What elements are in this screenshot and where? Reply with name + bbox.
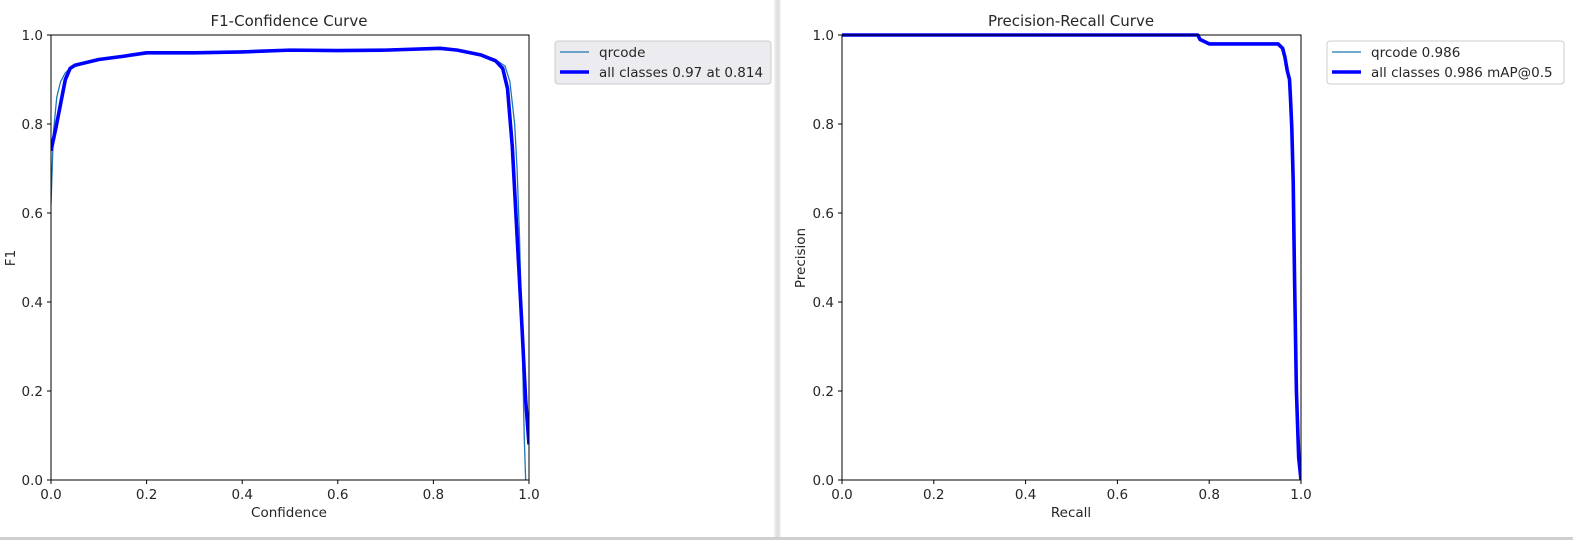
y-tick-label: 1.0 (813, 28, 834, 44)
y-tick-label: 0.6 (813, 206, 834, 222)
panel-divider (774, 0, 781, 540)
x-tick-label: 1.0 (518, 487, 539, 503)
x-tick-label: 0.6 (1107, 487, 1128, 503)
x-tick-label: 0.8 (423, 487, 444, 503)
y-tick-label: 0.0 (22, 473, 43, 489)
y-tick-label: 0.6 (22, 206, 43, 222)
x-tick-label: 0.4 (231, 487, 252, 503)
x-tick-label: 0.6 (327, 487, 348, 503)
y-axis-title: F1 (3, 250, 19, 266)
legend-label: qrcode 0.986 (1371, 45, 1460, 61)
legend-label: all classes 0.986 mAP@0.5 (1371, 65, 1553, 81)
series-line-1 (842, 34, 1301, 481)
legend-box (554, 40, 772, 85)
x-tick-label: 0.2 (136, 487, 157, 503)
y-tick-label: 0.8 (22, 117, 43, 133)
precision-recall-panel: Precision-Recall Curve Recall Precision … (781, 0, 1573, 540)
f1-confidence-panel: F1-Confidence Curve Confidence F1 0.0 0.2… (0, 0, 774, 540)
y-axis-title: Precision (793, 228, 809, 288)
y-tick-label: 0.2 (813, 384, 834, 400)
x-tick-label: 0.0 (831, 487, 852, 503)
plot-frame (50, 34, 530, 481)
x-tick-label: 0.2 (923, 487, 944, 503)
x-tick-label: 0.0 (40, 487, 61, 503)
x-axis-title: Confidence (251, 505, 327, 521)
x-tick-label: 1.0 (1290, 487, 1311, 503)
y-tick-label: 1.0 (22, 28, 43, 44)
bottom-edge (0, 537, 1573, 540)
x-tick-label: 0.4 (1015, 487, 1036, 503)
legend-box (1326, 40, 1565, 85)
chart-title: F1-Confidence Curve (211, 12, 368, 30)
legend-label: qrcode (599, 45, 645, 61)
plot-frame (841, 34, 1302, 481)
f1-confidence-chart: F1-Confidence Curve Confidence F1 0.0 0.2… (3, 12, 772, 521)
legend-label: all classes 0.97 at 0.814 (599, 65, 763, 81)
chart-title: Precision-Recall Curve (988, 12, 1154, 30)
y-tick-label: 0.0 (813, 473, 834, 489)
precision-recall-chart: Precision-Recall Curve Recall Precision … (793, 12, 1565, 521)
x-tick-label: 0.8 (1198, 487, 1219, 503)
series-line-2 (842, 33, 1301, 481)
y-tick-label: 0.4 (813, 295, 834, 311)
y-tick-label: 0.8 (813, 117, 834, 133)
y-tick-label: 0.2 (22, 384, 43, 400)
y-tick-label: 0.4 (22, 295, 43, 311)
series-line-2 (51, 46, 529, 445)
x-axis-title: Recall (1051, 505, 1091, 521)
series-line-1 (51, 48, 527, 481)
